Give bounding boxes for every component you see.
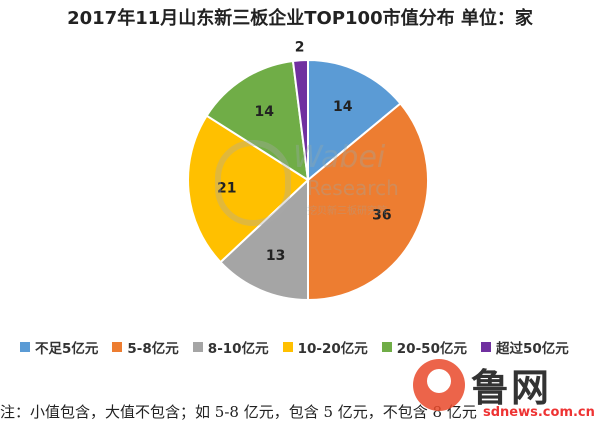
watermark-logo-icon — [215, 140, 291, 226]
legend-item: 5-8亿元 — [112, 337, 179, 357]
pie-data-label: 2 — [295, 39, 305, 55]
legend-label: 超过50亿元 — [495, 341, 569, 357]
site-logo-url: sdnews.com.cn — [483, 405, 595, 420]
chart-note: 注：小值包含，大值不包含；如 5-8 亿元，包含 5 亿元，不包含 8 亿元 — [0, 403, 477, 421]
pie-slice — [205, 59, 310, 182]
watermark-sub: Research — [307, 176, 399, 200]
legend-label: 8-10亿元 — [207, 341, 269, 357]
legend-item: 8-10亿元 — [192, 337, 269, 357]
legend-label: 不足5亿元 — [35, 341, 99, 357]
legend-swatch — [192, 342, 203, 352]
pie-slice — [291, 58, 309, 181]
site-logo-icon — [413, 359, 465, 411]
pie-slice — [307, 58, 402, 183]
site-watermark: 鲁网 sdnews.com.cn — [405, 355, 600, 428]
legend-item: 10-20亿元 — [282, 337, 368, 357]
legend-item: 超过50亿元 — [480, 337, 569, 357]
legend-item: 20-50亿元 — [381, 337, 467, 357]
pie-data-label: 36 — [372, 208, 391, 224]
legend-swatch — [480, 342, 491, 352]
watermark-brand: Wabei — [293, 140, 386, 175]
pie-data-label: 14 — [333, 99, 353, 115]
legend-label: 10-20亿元 — [297, 341, 368, 357]
pie-data-label: 13 — [266, 248, 285, 264]
research-watermark: Wabei Research 挖贝新三板研究院 — [215, 140, 415, 230]
legend-swatch — [282, 342, 293, 352]
legend-swatch — [112, 342, 123, 352]
pie-data-label: 14 — [255, 104, 275, 120]
legend-label: 5-8亿元 — [127, 341, 179, 357]
watermark-cn: 挖贝新三板研究院 — [307, 206, 387, 217]
pie-slice — [307, 102, 429, 302]
legend-swatch — [20, 342, 30, 352]
legend-label: 20-50亿元 — [396, 341, 467, 357]
pie-slice — [219, 177, 309, 302]
legend-item: 不足5亿元 — [20, 337, 98, 357]
site-logo-text: 鲁网 — [471, 366, 552, 410]
chart-legend: 不足5亿元 5-8亿元 8-10亿元 10-20亿元 20-50亿元 超过50亿元 — [20, 337, 600, 357]
chart-title: 2017年11月山东新三板企业TOP100市值分布 单位：家 — [67, 8, 533, 29]
legend-swatch — [381, 342, 392, 352]
